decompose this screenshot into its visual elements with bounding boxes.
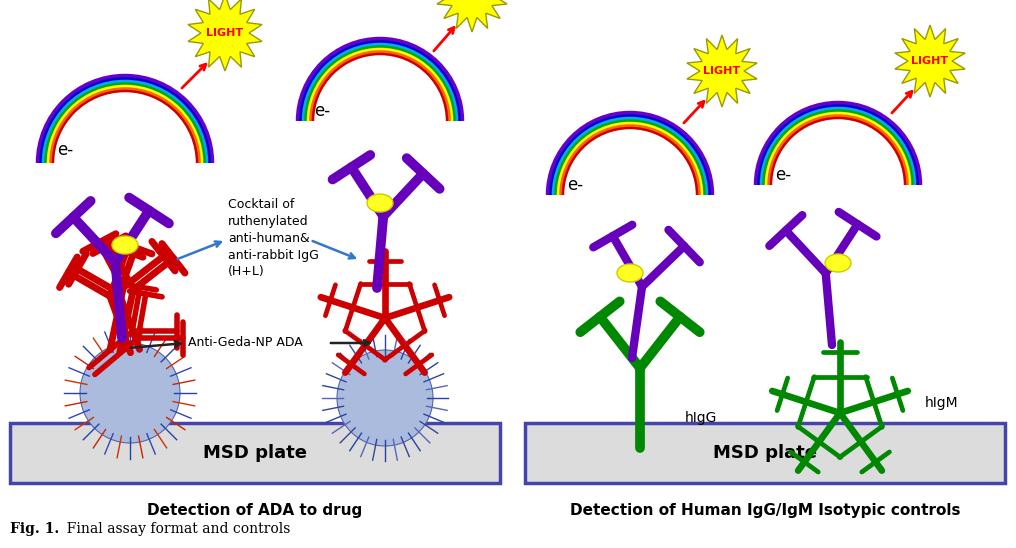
Text: Final assay format and controls: Final assay format and controls (58, 522, 291, 536)
Text: LIGHT: LIGHT (703, 66, 741, 76)
Text: Anti-Geda-NP ADA: Anti-Geda-NP ADA (188, 336, 303, 350)
Ellipse shape (617, 264, 643, 282)
Polygon shape (188, 0, 262, 71)
Text: hIgM: hIgM (925, 396, 959, 410)
Ellipse shape (367, 194, 393, 212)
Polygon shape (437, 0, 507, 32)
Text: MSD plate: MSD plate (713, 444, 817, 462)
Text: e-: e- (57, 141, 73, 159)
Text: MSD plate: MSD plate (203, 444, 307, 462)
Text: LIGHT: LIGHT (206, 28, 244, 38)
FancyBboxPatch shape (525, 423, 1005, 483)
Polygon shape (687, 35, 757, 107)
Text: Detection of Human IgG/IgM Isotypic controls: Detection of Human IgG/IgM Isotypic cont… (570, 503, 960, 517)
Text: LIGHT: LIGHT (911, 56, 949, 66)
Text: Detection of ADA to drug: Detection of ADA to drug (147, 503, 363, 517)
Text: hIgG: hIgG (685, 411, 717, 425)
Text: e-: e- (775, 166, 791, 184)
Ellipse shape (112, 236, 138, 254)
Ellipse shape (825, 254, 851, 272)
Polygon shape (895, 25, 965, 97)
Text: Cocktail of
ruthenylated
anti-human&
anti-rabbit IgG
(H+L): Cocktail of ruthenylated anti-human& ant… (228, 197, 319, 278)
Text: Fig. 1.: Fig. 1. (10, 522, 59, 536)
Circle shape (80, 343, 180, 443)
Circle shape (337, 350, 433, 446)
Text: e-: e- (314, 102, 330, 120)
FancyBboxPatch shape (10, 423, 500, 483)
Text: LIGHT: LIGHT (453, 0, 491, 1)
Text: e-: e- (567, 176, 583, 194)
